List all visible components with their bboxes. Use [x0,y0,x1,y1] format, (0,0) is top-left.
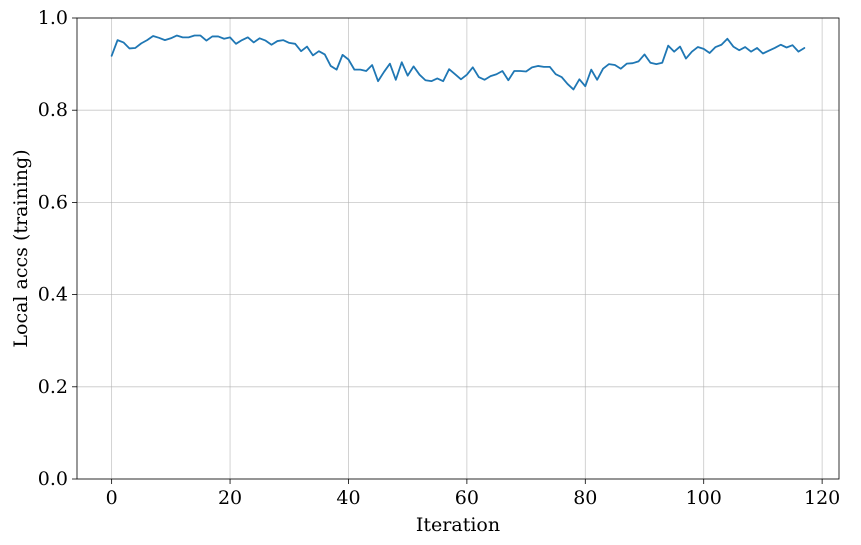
x-axis-label: Iteration [416,514,500,536]
y-tick-label: 1.0 [38,7,68,29]
y-tick-label: 0.6 [38,191,68,213]
x-tick-label: 120 [804,487,840,509]
x-tick-label: 60 [455,487,479,509]
x-tick-label: 40 [336,487,360,509]
y-tick-label: 0.8 [38,99,68,121]
x-tick-label: 0 [106,487,118,509]
y-tick-label: 0.4 [38,284,68,306]
x-tick-label: 100 [686,487,722,509]
x-axis: 0 20 40 60 80 100 120 [106,479,840,509]
grid [77,17,839,480]
x-tick-label: 20 [218,487,242,509]
series-layer [110,34,806,91]
y-axis: 0.0 0.2 0.4 0.6 0.8 1.0 [38,7,77,490]
y-tick-label: 0.0 [38,468,68,490]
y-axis-label: Local accs (training) [10,149,32,347]
y-tick-label: 0.2 [38,376,68,398]
x-tick-label: 80 [573,487,597,509]
plot-frame [76,17,840,480]
series-line [110,34,806,91]
